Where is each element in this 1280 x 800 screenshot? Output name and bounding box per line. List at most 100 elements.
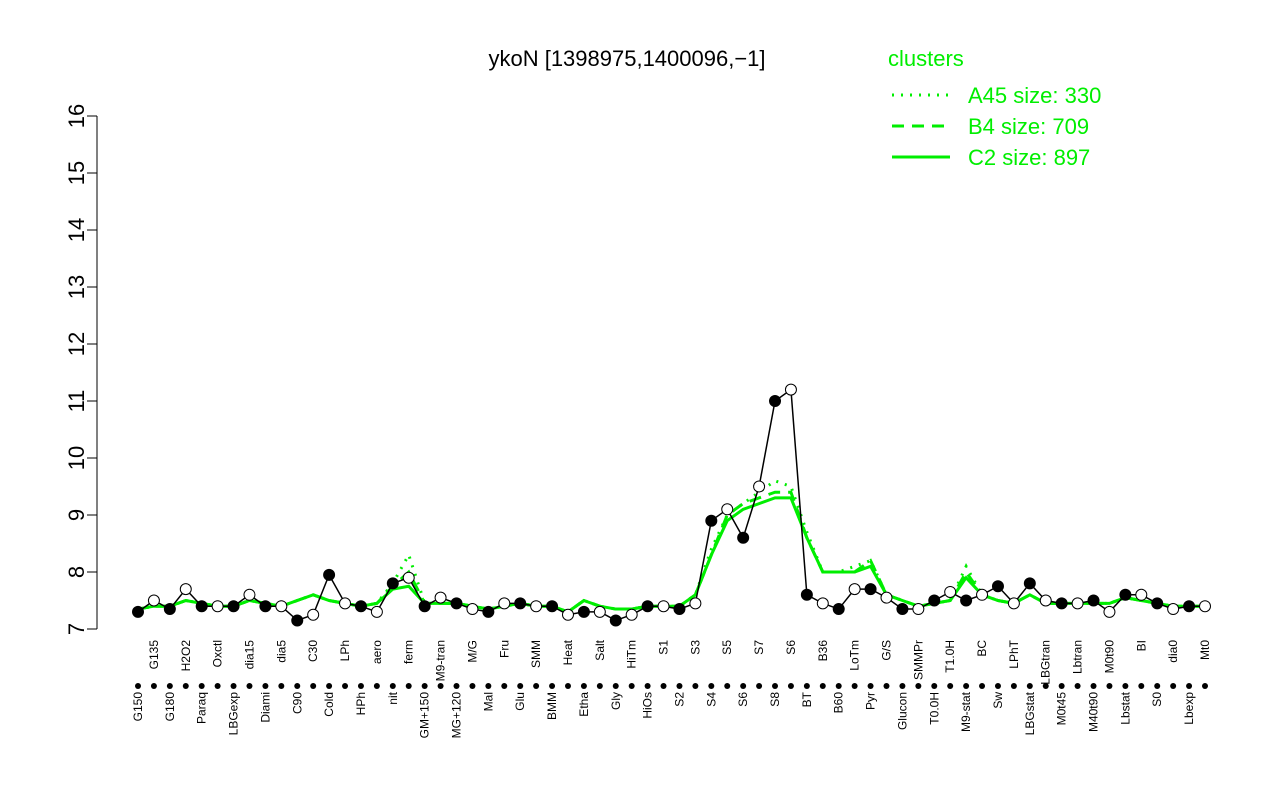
rug-dot bbox=[214, 683, 221, 689]
x-tick-label: G150 bbox=[131, 692, 145, 722]
point bbox=[482, 605, 495, 618]
x-tick-label: BI bbox=[1134, 640, 1148, 651]
rug-dot bbox=[549, 683, 556, 689]
x-tick-label: HiOs bbox=[641, 692, 655, 719]
x-tick-label: Pyr bbox=[864, 692, 878, 710]
x-tick-label: Fru bbox=[497, 640, 511, 658]
rug-dot bbox=[660, 683, 667, 689]
x-tick-label: Cold bbox=[322, 692, 336, 717]
point bbox=[1135, 588, 1148, 601]
rug-dot bbox=[1026, 683, 1033, 689]
x-tick-label: S3 bbox=[688, 640, 702, 655]
point bbox=[530, 600, 543, 613]
x-tick-label: LBGstat bbox=[1023, 691, 1037, 735]
point bbox=[466, 603, 479, 616]
rug-dot bbox=[580, 683, 587, 689]
rug-dot bbox=[469, 683, 476, 689]
x-tick-label: S2 bbox=[672, 692, 686, 707]
rug-dot bbox=[867, 683, 874, 689]
point bbox=[514, 597, 527, 610]
x-tick-label: M9-stat bbox=[959, 691, 973, 732]
rug-dot bbox=[1090, 683, 1097, 689]
x-tick-label: T1.0H bbox=[943, 640, 957, 673]
point bbox=[1183, 600, 1196, 613]
point bbox=[561, 608, 574, 621]
rug-dot bbox=[421, 683, 428, 689]
rug-dot bbox=[1058, 683, 1065, 689]
x-tick-label: B36 bbox=[816, 640, 830, 662]
rug-dot bbox=[1202, 683, 1208, 689]
rug-dot bbox=[437, 683, 444, 689]
x-tick-label: BMM bbox=[545, 692, 559, 720]
x-tick-label: LPh bbox=[338, 640, 352, 661]
rug-dot bbox=[931, 683, 938, 689]
point bbox=[1039, 594, 1052, 607]
point bbox=[705, 514, 718, 527]
point bbox=[609, 614, 622, 627]
point bbox=[657, 600, 670, 613]
x-tick-label: Lbexp bbox=[1182, 692, 1196, 725]
rug-dot bbox=[676, 683, 683, 689]
rug-dot bbox=[501, 683, 508, 689]
point bbox=[721, 503, 734, 516]
x-tick-label: G180 bbox=[163, 692, 177, 722]
point bbox=[641, 600, 654, 613]
point bbox=[1055, 597, 1068, 610]
legend-label: B4 size: 709 bbox=[968, 114, 1089, 139]
rug-dot bbox=[342, 683, 349, 689]
y-tick-label: 10 bbox=[64, 446, 89, 470]
point bbox=[896, 603, 909, 616]
point bbox=[323, 568, 336, 581]
point bbox=[227, 600, 240, 613]
x-tick-label: G/S bbox=[879, 640, 893, 661]
point bbox=[147, 594, 160, 607]
rug-dot bbox=[851, 683, 858, 689]
rug-dot bbox=[564, 683, 571, 689]
rug-dot bbox=[310, 683, 317, 689]
rug-dot bbox=[915, 683, 922, 689]
rug-dot bbox=[1010, 683, 1017, 689]
y-tick-label: 13 bbox=[64, 275, 89, 299]
x-tick-label: Lbstat bbox=[1118, 691, 1132, 724]
x-tick-label: HiTm bbox=[625, 640, 639, 669]
x-tick-label: M/G bbox=[465, 640, 479, 663]
point bbox=[1023, 577, 1036, 590]
point bbox=[960, 594, 973, 607]
gene-line bbox=[137, 388, 1205, 622]
rug-dot bbox=[899, 683, 906, 689]
rug-dot bbox=[979, 683, 986, 689]
point bbox=[991, 580, 1004, 593]
x-tick-label: T0.0H bbox=[927, 692, 941, 725]
x-tick-label: Paraq bbox=[195, 692, 209, 724]
point bbox=[1199, 600, 1211, 613]
rug-dot bbox=[708, 683, 715, 689]
x-tick-label: G135 bbox=[147, 640, 161, 670]
x-tick-label: Mal bbox=[481, 692, 495, 711]
rug-dot bbox=[756, 683, 763, 689]
rug-dot bbox=[357, 683, 364, 689]
rug-dot bbox=[1186, 683, 1193, 689]
point bbox=[546, 600, 559, 613]
x-tick-label: HPh bbox=[354, 692, 368, 715]
point bbox=[354, 600, 367, 613]
point bbox=[339, 597, 352, 610]
point bbox=[243, 588, 256, 601]
point bbox=[307, 608, 320, 621]
legend-label: C2 size: 897 bbox=[968, 145, 1090, 170]
rug-dot bbox=[135, 683, 141, 689]
chart-title: ykoN [1398975,1400096,−1] bbox=[488, 46, 765, 71]
point bbox=[370, 605, 383, 618]
rug-dot bbox=[230, 683, 237, 689]
point bbox=[195, 600, 208, 613]
point bbox=[673, 603, 686, 616]
point bbox=[689, 597, 702, 610]
rug-dot bbox=[724, 683, 731, 689]
point bbox=[275, 600, 288, 613]
rug-dot bbox=[294, 683, 301, 689]
point bbox=[737, 531, 750, 544]
x-tick-label: LBGtran bbox=[1039, 640, 1053, 685]
x-tick-label: MG+120 bbox=[450, 692, 464, 739]
rug-dot bbox=[819, 683, 826, 689]
rug-dot bbox=[533, 683, 540, 689]
rug-dot bbox=[963, 683, 970, 689]
